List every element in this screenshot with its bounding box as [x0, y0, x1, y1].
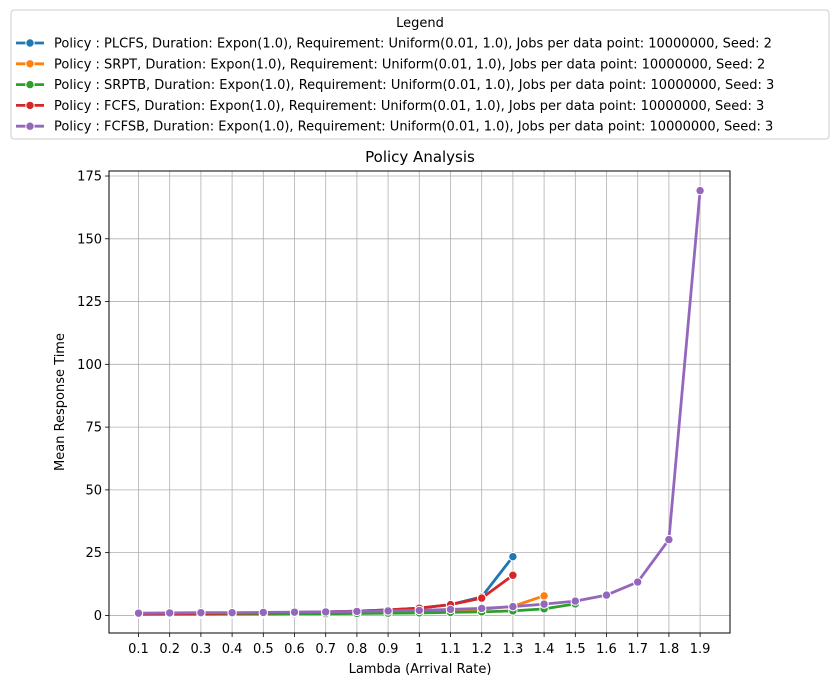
- data-point: [539, 599, 549, 609]
- y-axis-ticks: 0 25 50 75 100 125 150 175: [77, 170, 109, 624]
- data-point: [508, 570, 518, 580]
- legend-title: Legend: [396, 16, 444, 31]
- x-tick-label: 0.4: [222, 642, 243, 657]
- x-tick-label: 1.4: [534, 642, 555, 657]
- x-tick-label: 1.2: [471, 642, 492, 657]
- x-axis-ticks: 0.1 0.2 0.3 0.4 0.5 0.6 0.7 0.8 0.9 1 1.1 1.2 1.3 1.4…: [128, 633, 710, 657]
- x-tick-label: 0.1: [128, 642, 149, 657]
- data-point: [227, 607, 237, 618]
- data-point: [133, 608, 144, 618]
- data-point: [508, 551, 518, 562]
- y-tick-label: 0: [94, 609, 102, 624]
- x-tick-label: 0.6: [284, 642, 305, 657]
- data-point: [539, 591, 549, 601]
- data-point: [570, 596, 580, 606]
- x-tick-label: 1.8: [659, 642, 680, 657]
- data-point: [664, 534, 674, 545]
- data-point: [165, 608, 175, 618]
- series-layer: [133, 185, 705, 619]
- x-tick-label: 1.6: [596, 642, 617, 657]
- x-tick-label: 1.1: [440, 642, 461, 657]
- data-point: [321, 607, 331, 617]
- x-tick-label: 1.3: [503, 642, 524, 657]
- y-tick-label: 175: [77, 170, 102, 185]
- data-point: [414, 605, 424, 616]
- legend-entry-label: Policy : SRPTB, Duration: Expon(1.0), Re…: [54, 78, 774, 93]
- data-point: [352, 606, 362, 617]
- data-point: [477, 603, 487, 614]
- data-point: [508, 601, 518, 612]
- data-point: [633, 577, 643, 587]
- x-tick-label: 1.5: [565, 642, 586, 657]
- y-axis-label: Mean Response Time: [53, 333, 68, 471]
- legend-marker: [25, 38, 35, 48]
- legend-marker: [25, 59, 35, 69]
- y-tick-label: 50: [85, 483, 102, 498]
- legend-entry-label: Policy : FCFSB, Duration: Expon(1.0), Re…: [54, 120, 773, 135]
- x-tick-label: 1.7: [627, 642, 648, 657]
- y-tick-label: 75: [85, 421, 102, 436]
- data-point: [445, 604, 456, 615]
- data-point: [695, 185, 705, 196]
- data-point: [477, 593, 487, 603]
- y-tick-label: 125: [77, 295, 102, 310]
- y-tick-label: 25: [85, 546, 102, 561]
- x-tick-label: 0.7: [315, 642, 336, 657]
- x-tick-label: 0.2: [159, 642, 180, 657]
- legend-marker: [25, 79, 35, 90]
- x-tick-label: 0.9: [378, 642, 399, 657]
- data-point: [601, 590, 612, 600]
- series-4: [133, 185, 705, 618]
- legend: Legend Policy : PLCFS, Duration: Expon(1…: [10, 9, 830, 140]
- legend-entry-label: Policy : SRPT, Duration: Expon(1.0), Req…: [54, 57, 765, 72]
- legend-entry-label: Policy : PLCFS, Duration: Expon(1.0), Re…: [54, 37, 772, 52]
- legend-marker: [25, 100, 35, 111]
- y-tick-label: 150: [77, 232, 102, 247]
- x-tick-label: 1.9: [690, 642, 711, 657]
- y-tick-label: 100: [77, 358, 102, 373]
- x-tick-label: 0.3: [191, 642, 212, 657]
- x-tick-label: 0.5: [253, 642, 274, 657]
- x-tick-label: 0.8: [347, 642, 368, 657]
- data-point: [383, 606, 393, 616]
- legend-entry-label: Policy : FCFS, Duration: Expon(1.0), Req…: [54, 99, 764, 114]
- data-point: [289, 607, 300, 617]
- data-point: [196, 607, 206, 618]
- legend-frame: [10, 9, 830, 140]
- x-axis-label: Lambda (Arrival Rate): [349, 662, 492, 677]
- x-tick-label: 1: [415, 642, 423, 657]
- legend-marker: [25, 121, 35, 131]
- data-point: [258, 607, 268, 618]
- gridlines: [109, 171, 730, 633]
- chart-title: Policy Analysis: [365, 148, 475, 166]
